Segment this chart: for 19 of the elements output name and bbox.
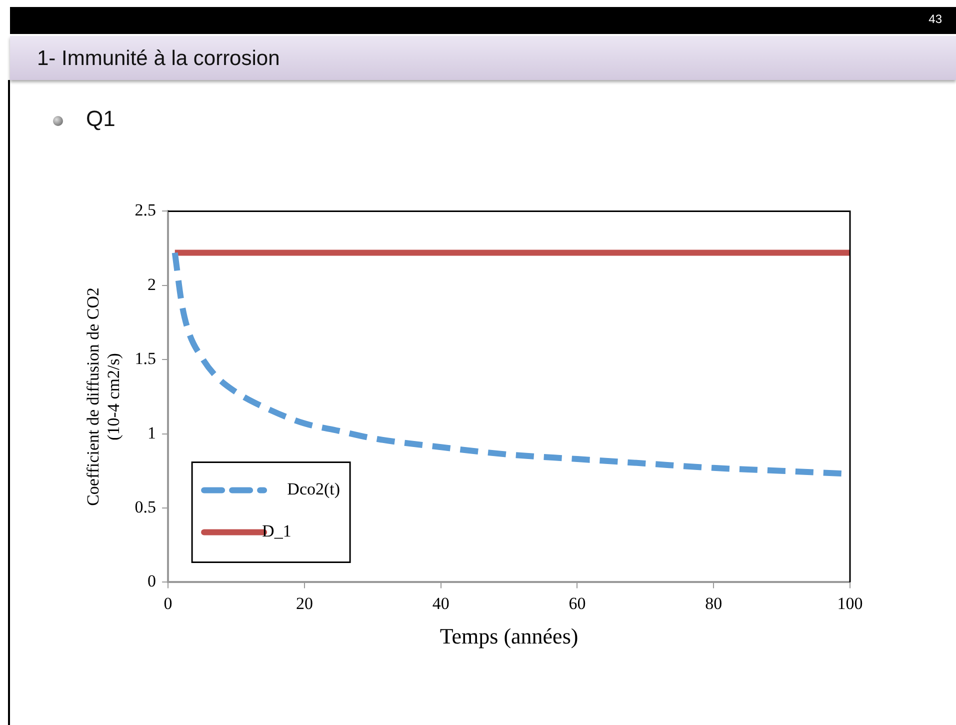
- x-axis-title: Temps (années): [440, 624, 578, 649]
- y-tick-label: 1.5: [134, 349, 156, 368]
- chart-title: 1- Immunité à la corrosion: [37, 47, 280, 71]
- x-tick-label: 20: [296, 594, 313, 613]
- x-tick-label: 60: [568, 594, 586, 613]
- y-axis-title: Coefficient de diffusion de CO2 (10-4 cm2/s): [84, 287, 124, 506]
- legend-label: Dco2(t): [287, 480, 340, 499]
- x-tick-label: 100: [837, 594, 863, 613]
- y-tick-label: 0.5: [134, 497, 156, 516]
- y-tick-label: 2.5: [134, 200, 156, 220]
- legend-label: D_1: [262, 522, 292, 541]
- x-tick-label: 0: [164, 594, 172, 613]
- x-tick-label: 80: [705, 594, 722, 613]
- text: 43: [928, 12, 942, 26]
- chart-subtitle: Q1: [86, 106, 116, 132]
- y-tick-label: 1: [148, 423, 156, 442]
- y-tick-label: 0: [148, 572, 156, 591]
- x-tick-label: 40: [432, 594, 450, 613]
- y-tick-label: 2: [148, 274, 156, 294]
